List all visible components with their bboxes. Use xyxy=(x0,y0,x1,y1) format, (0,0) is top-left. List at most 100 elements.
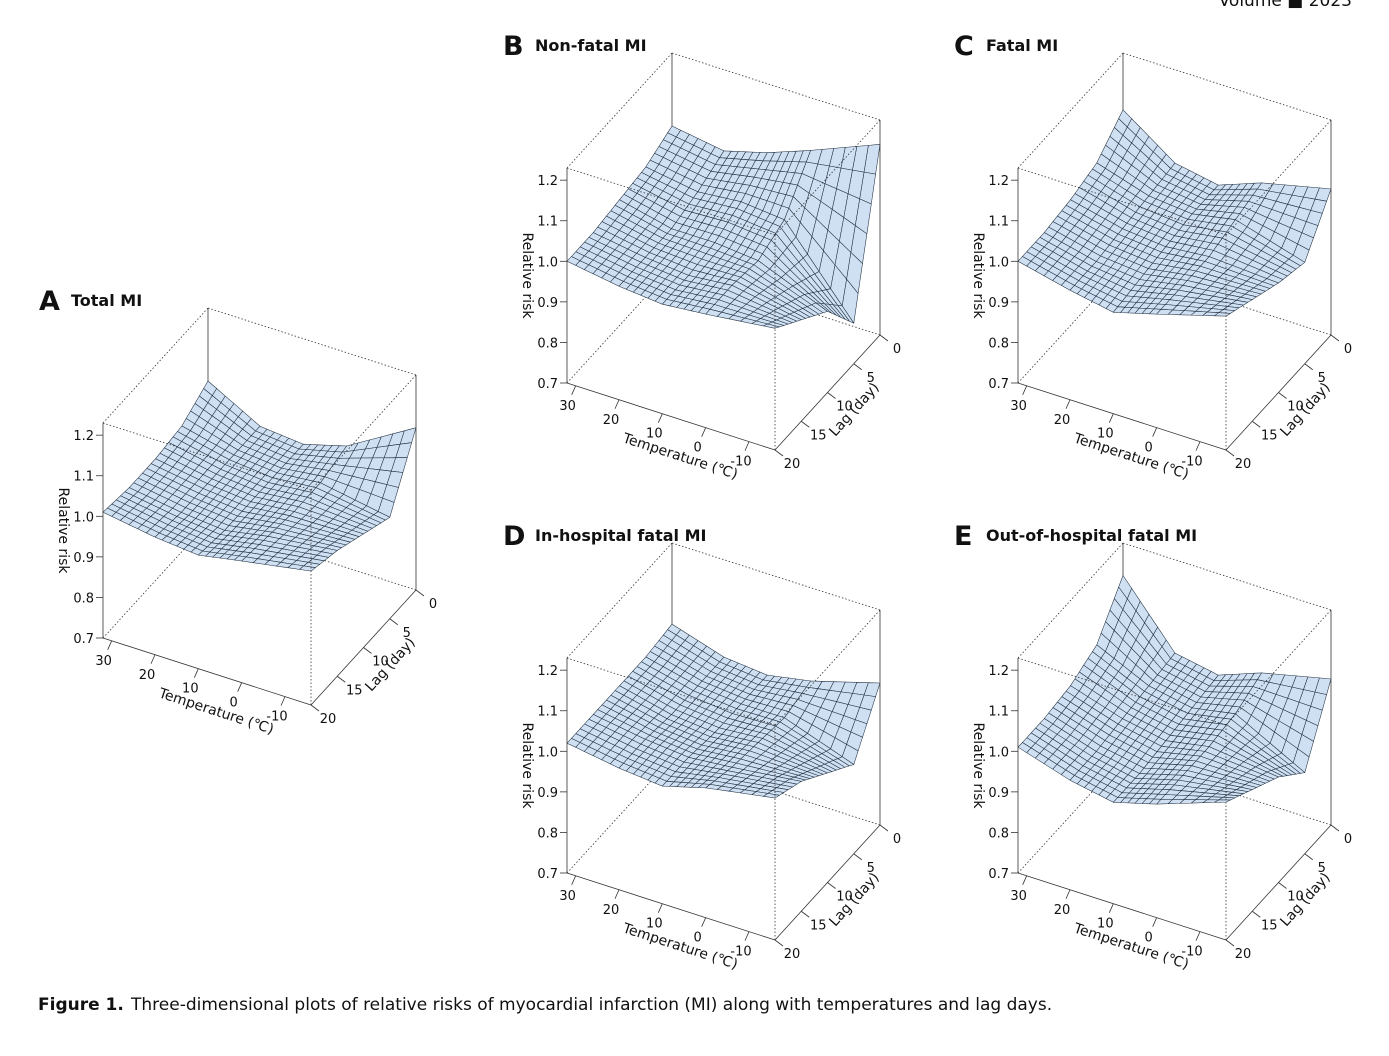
x-tick xyxy=(1195,441,1201,451)
box-edge xyxy=(566,542,673,659)
z-tick-label: 1.1 xyxy=(537,705,558,720)
panel-letter: E xyxy=(954,521,972,552)
z-tick-label: 0.9 xyxy=(537,296,558,311)
y-axis-label: Lag (day) xyxy=(826,870,882,930)
caption-text: Three-dimensional plots of relative risk… xyxy=(130,995,1052,1015)
x-tick-label: 30 xyxy=(1010,889,1027,904)
panel-title: Total MI xyxy=(71,291,142,310)
y-tick-label: 10 xyxy=(836,400,853,415)
y-tick xyxy=(1304,853,1313,861)
box-edge xyxy=(566,52,673,169)
box-edge xyxy=(1017,872,1227,941)
z-tick-label: 1.2 xyxy=(988,174,1009,189)
journal-header: Volume ■ 2023 xyxy=(1219,0,1352,11)
z-tick-label: 1.0 xyxy=(988,745,1009,760)
box-edge xyxy=(1017,52,1124,169)
x-tick-label: 30 xyxy=(559,399,576,414)
box-edge xyxy=(102,422,312,491)
y-tick-label: 0 xyxy=(893,832,901,847)
y-tick xyxy=(801,420,810,428)
x-tick-label: 30 xyxy=(95,654,112,669)
panel: B Non-fatal MI 0.7 0.8 0.9 1.0 1.1 1.2 30 20 10 0 -1… xyxy=(503,31,901,483)
x-tick-label: 10 xyxy=(646,427,663,442)
x-tick xyxy=(571,385,577,395)
y-tick xyxy=(1278,392,1287,399)
surface-cell xyxy=(399,427,417,445)
y-tick-label: 20 xyxy=(784,947,801,962)
z-tick-label: 1.0 xyxy=(537,255,558,270)
y-tick-label: 0 xyxy=(893,342,901,357)
z-axis-label: Relative risk xyxy=(519,723,535,810)
panel-title: Out-of-hospital fatal MI xyxy=(986,526,1197,545)
y-tick-label: 20 xyxy=(1235,947,1252,962)
y-tick xyxy=(389,618,398,626)
x-tick xyxy=(237,682,243,692)
box-edge xyxy=(566,872,776,941)
z-tick-label: 1.0 xyxy=(73,510,94,525)
y-tick xyxy=(801,910,810,918)
box-edge xyxy=(207,307,417,376)
panel-title: In-hospital fatal MI xyxy=(535,526,706,545)
box-edge xyxy=(1122,542,1332,611)
x-axis-label: Temperature (℃) xyxy=(1071,430,1191,483)
x-tick xyxy=(657,413,663,423)
box-edge xyxy=(102,307,209,424)
box-edge xyxy=(1017,542,1124,659)
y-tick xyxy=(1304,363,1313,371)
x-tick-label: -10 xyxy=(730,455,751,470)
z-tick-label: 0.9 xyxy=(73,551,94,566)
x-tick-label: 20 xyxy=(1054,413,1071,428)
z-tick-label: 0.9 xyxy=(537,786,558,801)
y-axis-label: Lag (day) xyxy=(1277,870,1333,930)
y-tick xyxy=(1330,334,1340,342)
y-tick xyxy=(1225,449,1235,457)
x-tick xyxy=(1022,385,1028,395)
y-tick-label: 15 xyxy=(1261,918,1278,933)
y-tick xyxy=(879,334,889,342)
x-tick xyxy=(614,889,620,899)
x-tick xyxy=(1195,931,1201,941)
x-tick-label: -10 xyxy=(730,945,751,960)
box-edge xyxy=(102,637,312,706)
z-tick-label: 0.8 xyxy=(988,336,1009,351)
caption-label: Figure 1. xyxy=(38,995,124,1015)
y-tick xyxy=(879,824,889,832)
box-edge xyxy=(671,52,881,121)
y-tick-label: 20 xyxy=(1235,457,1252,472)
y-tick-label: 5 xyxy=(867,371,875,386)
y-tick-label: 15 xyxy=(810,918,827,933)
y-tick xyxy=(774,939,784,947)
x-tick xyxy=(1065,399,1071,409)
z-tick-label: 0.9 xyxy=(988,296,1009,311)
x-tick-label: 10 xyxy=(1097,917,1114,932)
x-tick-label: 0 xyxy=(1145,931,1153,946)
y-tick xyxy=(1252,910,1261,918)
x-tick xyxy=(1108,413,1114,423)
panel-title: Fatal MI xyxy=(986,36,1058,55)
z-axis-label: Relative risk xyxy=(55,488,71,575)
z-tick-label: 1.2 xyxy=(537,174,558,189)
y-tick-label: 10 xyxy=(836,890,853,905)
z-tick-label: 0.7 xyxy=(988,377,1009,392)
x-tick xyxy=(107,640,113,650)
panel-letter: A xyxy=(39,286,60,317)
y-axis-label: Lag (day) xyxy=(362,635,418,695)
x-tick-label: -10 xyxy=(1181,945,1202,960)
y-tick xyxy=(415,589,425,597)
panel-letter: C xyxy=(954,31,974,62)
panel: C Fatal MI0.70.80.91.01.11.23020100-10051… xyxy=(954,31,1352,483)
x-tick xyxy=(150,654,156,664)
x-tick-label: 0 xyxy=(694,441,702,456)
y-tick-label: 5 xyxy=(867,861,875,876)
x-axis-label: Temperature (℃) xyxy=(620,920,740,973)
z-tick-label: 1.1 xyxy=(537,215,558,230)
x-tick xyxy=(1022,875,1028,885)
box-edge xyxy=(774,609,881,726)
panel: E Out-of-hospital fatal MI 0.7 0.8 0.9 1.0 1.1… xyxy=(954,521,1352,973)
z-tick-label: 0.8 xyxy=(73,591,94,606)
z-tick-label: 1.2 xyxy=(537,664,558,679)
y-tick xyxy=(1252,420,1261,428)
z-axis-label: Relative risk xyxy=(970,233,986,320)
